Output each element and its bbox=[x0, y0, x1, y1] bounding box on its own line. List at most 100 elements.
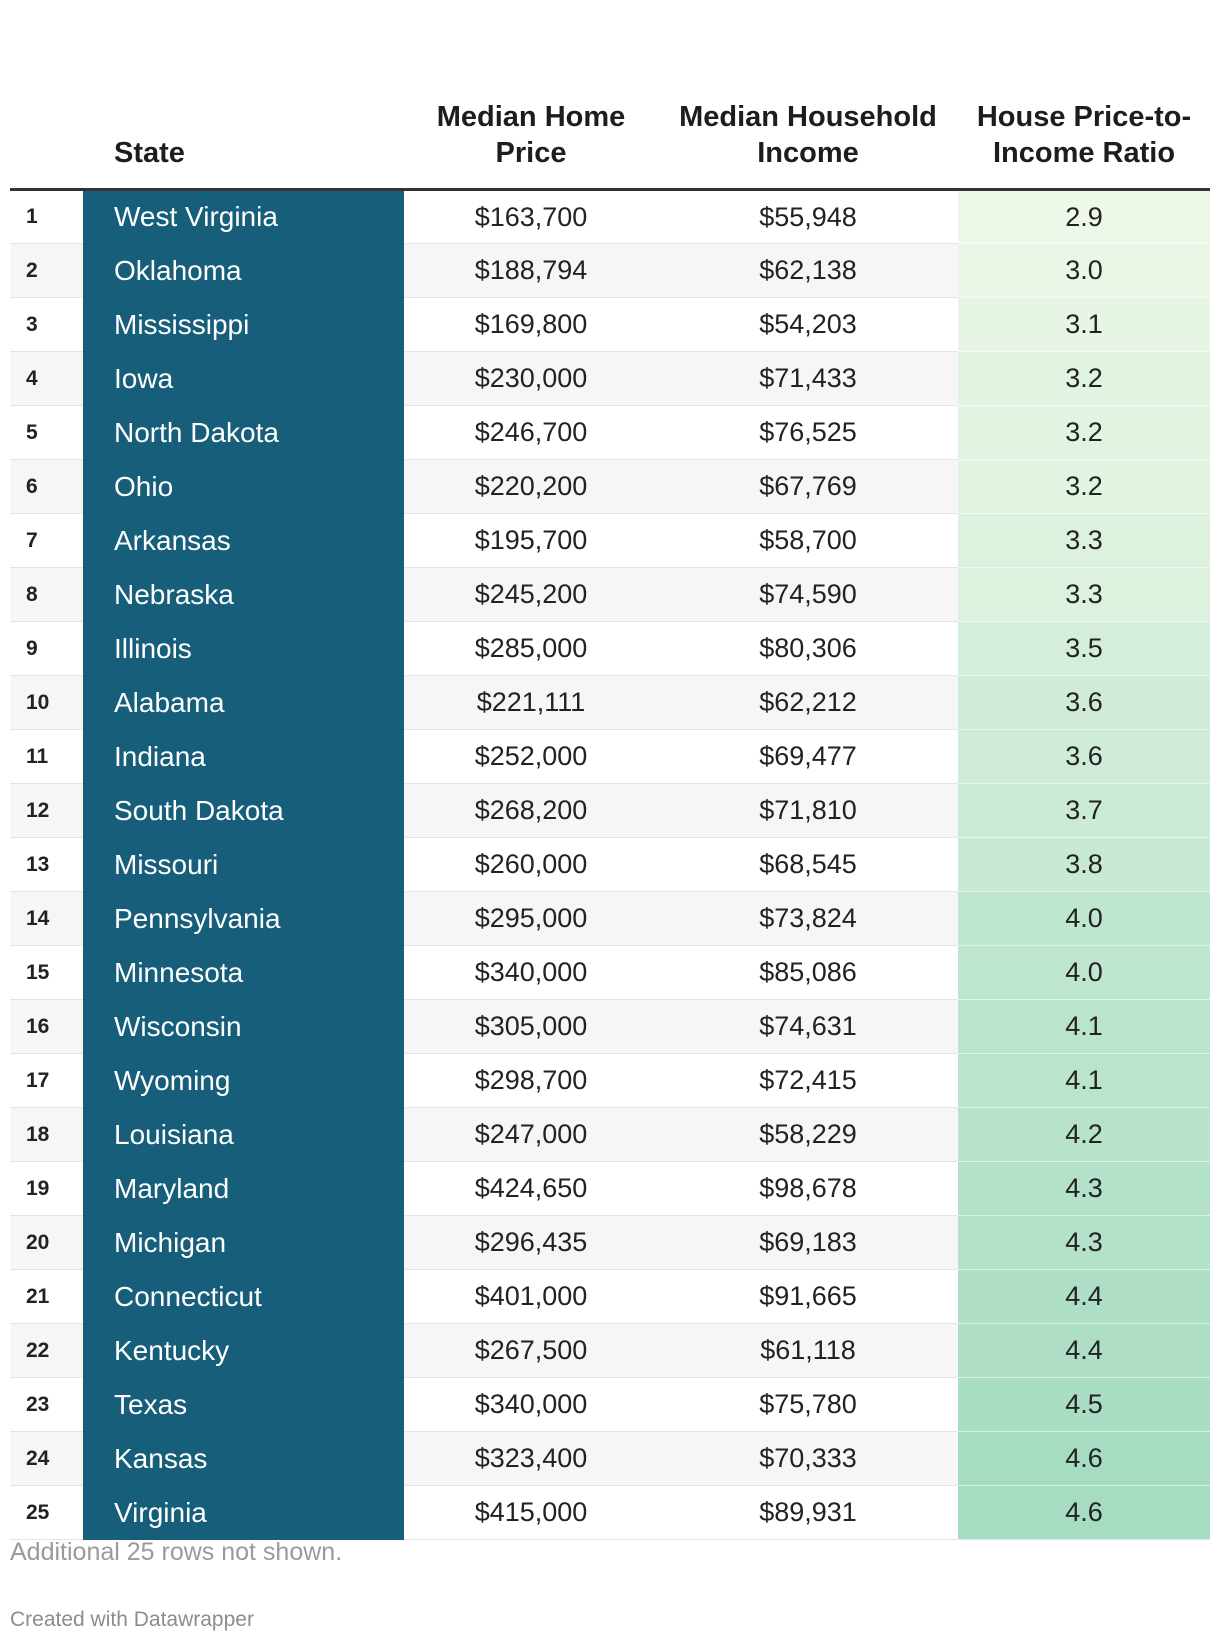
rank-cell: 17 bbox=[10, 1053, 83, 1108]
rank-cell: 4 bbox=[10, 351, 83, 406]
table-row: 13 Missouri $260,000 $68,545 3.8 bbox=[10, 837, 1210, 892]
income-cell: $91,665 bbox=[658, 1269, 958, 1324]
state-cell: North Dakota bbox=[83, 405, 404, 460]
home-price-cell: $163,700 bbox=[404, 189, 658, 244]
home-price-cell: $247,000 bbox=[404, 1107, 658, 1162]
income-cell: $55,948 bbox=[658, 189, 958, 244]
table-row: 2 Oklahoma $188,794 $62,138 3.0 bbox=[10, 243, 1210, 298]
income-cell: $74,631 bbox=[658, 999, 958, 1054]
table-body: 1 West Virginia $163,700 $55,948 2.9 2 Oklahom… bbox=[10, 189, 1210, 1540]
home-price-cell: $285,000 bbox=[404, 621, 658, 676]
state-cell: Oklahoma bbox=[83, 243, 404, 298]
rank-cell: 21 bbox=[10, 1269, 83, 1324]
state-cell: Indiana bbox=[83, 729, 404, 784]
ratio-cell: 4.1 bbox=[958, 1053, 1210, 1108]
home-price-cell: $401,000 bbox=[404, 1269, 658, 1324]
home-price-cell: $323,400 bbox=[404, 1431, 658, 1486]
ratio-cell: 3.6 bbox=[958, 729, 1210, 784]
rank-cell: 22 bbox=[10, 1323, 83, 1378]
rank-cell: 15 bbox=[10, 945, 83, 1000]
table-row: 24 Kansas $323,400 $70,333 4.6 bbox=[10, 1431, 1210, 1486]
home-price-cell: $298,700 bbox=[404, 1053, 658, 1108]
home-price-cell: $188,794 bbox=[404, 243, 658, 298]
header-income: Median Household Income bbox=[658, 22, 958, 191]
ratio-cell: 3.2 bbox=[958, 351, 1210, 406]
state-cell: Kentucky bbox=[83, 1323, 404, 1378]
table-row: 9 Illinois $285,000 $80,306 3.5 bbox=[10, 621, 1210, 676]
ratio-cell: 2.9 bbox=[958, 189, 1210, 244]
table-row: 18 Louisiana $247,000 $58,229 4.2 bbox=[10, 1107, 1210, 1162]
rank-cell: 2 bbox=[10, 243, 83, 298]
ratio-cell: 3.0 bbox=[958, 243, 1210, 298]
income-cell: $58,700 bbox=[658, 513, 958, 568]
rank-cell: 25 bbox=[10, 1485, 83, 1540]
income-cell: $68,545 bbox=[658, 837, 958, 892]
state-cell: Illinois bbox=[83, 621, 404, 676]
header-state: State bbox=[83, 22, 404, 191]
income-cell: $67,769 bbox=[658, 459, 958, 514]
state-cell: Wisconsin bbox=[83, 999, 404, 1054]
income-cell: $89,931 bbox=[658, 1485, 958, 1540]
rank-cell: 1 bbox=[10, 189, 83, 244]
rank-cell: 6 bbox=[10, 459, 83, 514]
rank-cell: 14 bbox=[10, 891, 83, 946]
state-cell: Arkansas bbox=[83, 513, 404, 568]
table-row: 11 Indiana $252,000 $69,477 3.6 bbox=[10, 729, 1210, 784]
table-row: 12 South Dakota $268,200 $71,810 3.7 bbox=[10, 783, 1210, 838]
table-row: 3 Mississippi $169,800 $54,203 3.1 bbox=[10, 297, 1210, 352]
state-cell: Ohio bbox=[83, 459, 404, 514]
income-cell: $73,824 bbox=[658, 891, 958, 946]
state-cell: Maryland bbox=[83, 1161, 404, 1216]
ratio-cell: 4.0 bbox=[958, 945, 1210, 1000]
income-cell: $71,810 bbox=[658, 783, 958, 838]
home-price-cell: $220,200 bbox=[404, 459, 658, 514]
home-price-cell: $296,435 bbox=[404, 1215, 658, 1270]
state-cell: West Virginia bbox=[83, 189, 404, 244]
state-cell: Missouri bbox=[83, 837, 404, 892]
state-cell: Wyoming bbox=[83, 1053, 404, 1108]
rank-cell: 9 bbox=[10, 621, 83, 676]
income-cell: $85,086 bbox=[658, 945, 958, 1000]
rank-cell: 11 bbox=[10, 729, 83, 784]
rank-cell: 13 bbox=[10, 837, 83, 892]
ratio-cell: 4.6 bbox=[958, 1431, 1210, 1486]
rank-cell: 7 bbox=[10, 513, 83, 568]
income-cell: $62,138 bbox=[658, 243, 958, 298]
income-cell: $98,678 bbox=[658, 1161, 958, 1216]
ratio-cell: 4.1 bbox=[958, 999, 1210, 1054]
rank-cell: 18 bbox=[10, 1107, 83, 1162]
table-row: 17 Wyoming $298,700 $72,415 4.1 bbox=[10, 1053, 1210, 1108]
state-cell: Louisiana bbox=[83, 1107, 404, 1162]
state-cell: Michigan bbox=[83, 1215, 404, 1270]
ratio-cell: 4.0 bbox=[958, 891, 1210, 946]
data-table: State Median Home Price Median Household… bbox=[10, 22, 1210, 1540]
table-row: 14 Pennsylvania $295,000 $73,824 4.0 bbox=[10, 891, 1210, 946]
table-row: 22 Kentucky $267,500 $61,118 4.4 bbox=[10, 1323, 1210, 1378]
state-cell: Connecticut bbox=[83, 1269, 404, 1324]
home-price-cell: $305,000 bbox=[404, 999, 658, 1054]
income-cell: $74,590 bbox=[658, 567, 958, 622]
income-cell: $61,118 bbox=[658, 1323, 958, 1378]
income-cell: $62,212 bbox=[658, 675, 958, 730]
rank-cell: 16 bbox=[10, 999, 83, 1054]
home-price-cell: $245,200 bbox=[404, 567, 658, 622]
rows-not-shown-note: Additional 25 rows not shown. bbox=[10, 1538, 343, 1566]
rank-cell: 3 bbox=[10, 297, 83, 352]
home-price-cell: $195,700 bbox=[404, 513, 658, 568]
header-home-price: Median Home Price bbox=[404, 22, 658, 191]
home-price-cell: $246,700 bbox=[404, 405, 658, 460]
income-cell: $70,333 bbox=[658, 1431, 958, 1486]
ratio-cell: 3.2 bbox=[958, 459, 1210, 514]
home-price-cell: $415,000 bbox=[404, 1485, 658, 1540]
table-row: 10 Alabama $221,111 $62,212 3.6 bbox=[10, 675, 1210, 730]
home-price-cell: $424,650 bbox=[404, 1161, 658, 1216]
home-price-cell: $340,000 bbox=[404, 1377, 658, 1432]
rank-cell: 5 bbox=[10, 405, 83, 460]
table-row: 7 Arkansas $195,700 $58,700 3.3 bbox=[10, 513, 1210, 568]
rank-cell: 10 bbox=[10, 675, 83, 730]
rank-cell: 12 bbox=[10, 783, 83, 838]
header-rank bbox=[10, 22, 83, 191]
table-row: 23 Texas $340,000 $75,780 4.5 bbox=[10, 1377, 1210, 1432]
ratio-cell: 3.8 bbox=[958, 837, 1210, 892]
home-price-cell: $295,000 bbox=[404, 891, 658, 946]
